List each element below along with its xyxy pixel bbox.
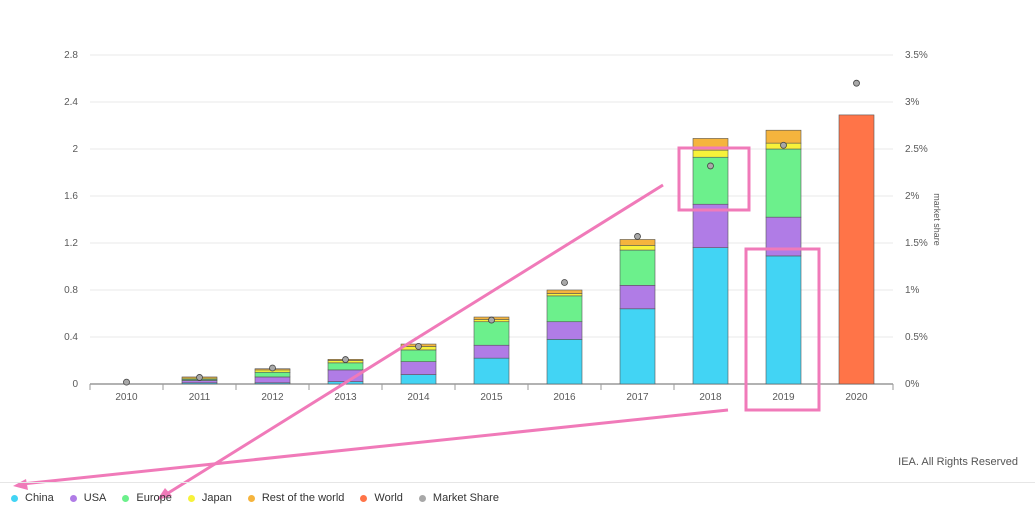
bar-segment (546, 289, 583, 294)
bar-segment (546, 321, 583, 340)
market-share-point (123, 378, 130, 386)
highlight-box-2018-europe (677, 146, 751, 212)
y-left-tick-label: 2.4 (64, 97, 78, 108)
bar-segment (254, 371, 291, 378)
legend-item-europe[interactable]: Europe (122, 492, 172, 504)
x-tick-label: 2013 (334, 392, 357, 403)
highlight-box-2019-china (744, 247, 821, 412)
bar-segment (400, 374, 437, 385)
bar-segment (400, 349, 437, 362)
bar-segment (473, 344, 510, 359)
x-tick-label: 2015 (480, 392, 503, 403)
chart-legend: China USA Europe Japan Rest of the world… (11, 492, 515, 504)
y-left-tick-label: 2.8 (64, 50, 78, 61)
market-share-point (269, 364, 276, 372)
bar-segment (254, 376, 291, 384)
market-share-point (707, 162, 714, 170)
bar-segment (546, 293, 583, 297)
legend-item-japan[interactable]: Japan (187, 492, 232, 504)
x-tick-label: 2014 (407, 392, 430, 403)
legend-item-china[interactable]: China (11, 492, 54, 504)
legend-label: Europe (136, 492, 172, 504)
bar-segment (619, 308, 656, 385)
bar-segment (473, 357, 510, 385)
legend-item-world[interactable]: World (360, 492, 403, 504)
x-tick-label: 2020 (845, 392, 868, 403)
legend-label: Japan (201, 492, 232, 504)
market-share-point (634, 233, 641, 240)
legend-label: Rest of the world (261, 492, 345, 504)
y-left-tick-label: 0.4 (64, 332, 78, 343)
legend-swatch (187, 494, 195, 502)
y-right-tick-label: 3.5% (905, 50, 928, 61)
bar-segment (546, 339, 583, 385)
bar-segment (765, 255, 802, 385)
x-tick-label: 2012 (261, 392, 284, 403)
legend-swatch (122, 494, 130, 502)
legend-label: China (25, 492, 54, 504)
x-tick-label: 2016 (553, 392, 576, 403)
legend-label: USA (83, 492, 107, 504)
annotation-arrow-europe (164, 183, 664, 497)
bar-segment (765, 129, 802, 144)
bar-segment (181, 380, 218, 384)
x-tick-label: 2017 (626, 392, 649, 403)
y-right-axis-title: market share (932, 193, 942, 246)
legend-item-market-share[interactable]: Market Share (418, 492, 499, 504)
market-share-point (488, 316, 495, 324)
y-right-tick-label: 1.5% (905, 238, 928, 249)
bar-segment (400, 361, 437, 375)
legend-swatch (418, 494, 426, 502)
market-share-point (780, 141, 787, 149)
x-tick-label: 2018 (699, 392, 722, 403)
annotation-arrowhead-china (13, 479, 28, 490)
y-right-tick-label: 2.5% (905, 144, 928, 155)
x-tick-label: 2010 (115, 392, 138, 403)
legend-divider (0, 482, 1035, 483)
bar-segment (619, 284, 656, 310)
legend-swatch (360, 494, 368, 502)
bar-segment (619, 245, 656, 251)
y-left-tick-label: 1.6 (64, 191, 78, 202)
y-left-tick-label: 2 (72, 144, 78, 155)
bar-segment (692, 138, 729, 151)
x-tick-label: 2011 (189, 392, 211, 403)
y-right-tick-label: 0.5% (905, 332, 928, 343)
legend-item-usa[interactable]: USA (69, 492, 107, 504)
y-right-tick-label: 2% (905, 191, 920, 202)
x-tick-label: 2019 (772, 392, 795, 403)
bar-segment (765, 148, 802, 218)
y-left-tick-label: 0.8 (64, 285, 78, 296)
bar-segment (546, 295, 583, 323)
y-right-tick-label: 1% (905, 285, 920, 296)
market-share-point (415, 342, 422, 350)
bar-segment (619, 249, 656, 286)
annotation-arrow-china (21, 408, 729, 486)
y-left-tick-label: 0 (72, 379, 78, 390)
bar-segment (619, 239, 656, 246)
legend-label: Market Share (432, 492, 499, 504)
market-share-point (561, 279, 568, 286)
market-share-point (196, 374, 203, 381)
annotation-arrowhead-europe (157, 488, 172, 500)
y-left-tick-label: 1.2 (64, 238, 78, 249)
bar-segment (692, 247, 729, 385)
y-right-tick-label: 0% (905, 379, 920, 390)
legend-label: World (374, 492, 403, 504)
legend-swatch (69, 494, 77, 502)
y-right-tick-label: 3% (905, 97, 920, 108)
market-share-point (853, 79, 860, 87)
market-share-point (342, 356, 349, 363)
legend-swatch (247, 494, 255, 502)
bar-segment (692, 149, 729, 158)
credit-text: IEA. All Rights Reserved (898, 456, 1018, 468)
bar-segment (473, 321, 510, 346)
legend-swatch (11, 494, 18, 502)
legend-item-rest-of-world[interactable]: Rest of the world (247, 492, 345, 504)
bar-segment (838, 114, 875, 385)
bar-segment (327, 362, 364, 371)
